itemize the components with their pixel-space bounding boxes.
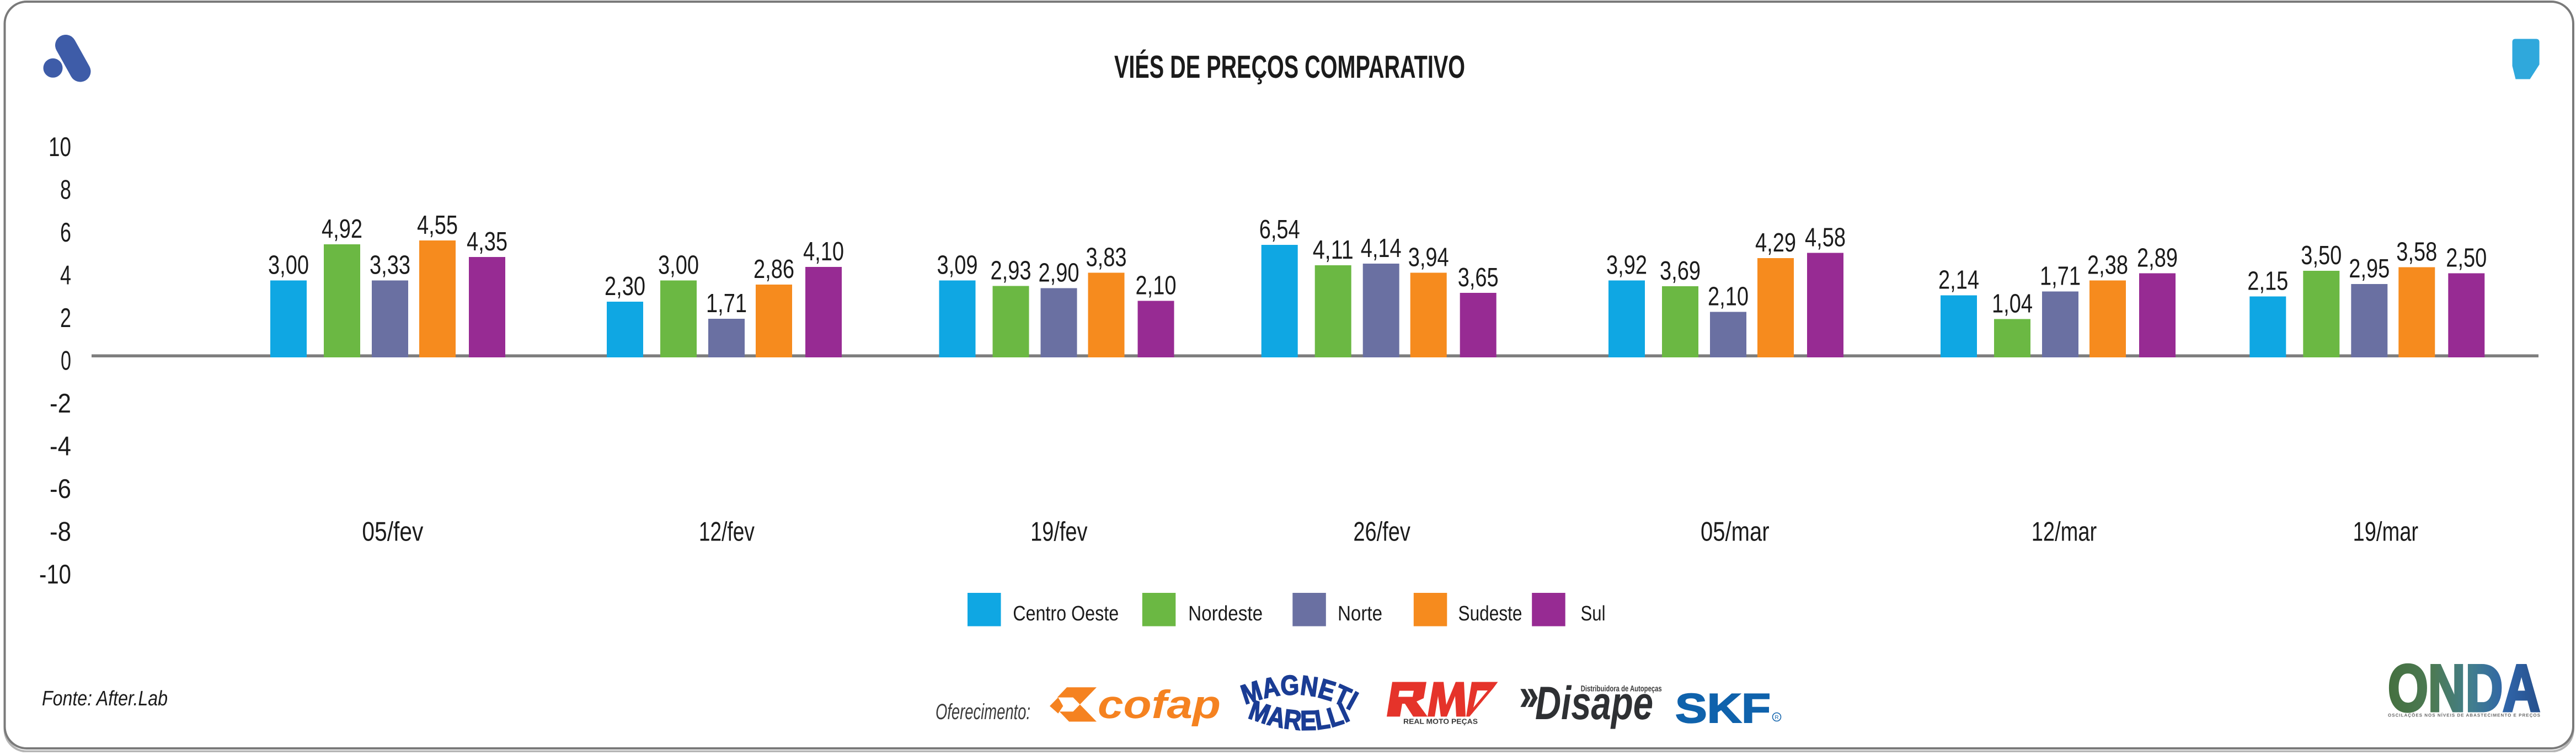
svg-text:2,10: 2,10 bbox=[1708, 282, 1749, 312]
svg-text:3,65: 3,65 bbox=[1458, 263, 1499, 292]
svg-text:2,86: 2,86 bbox=[753, 255, 794, 284]
svg-text:ONDA: ONDA bbox=[2388, 651, 2540, 725]
svg-text:2,90: 2,90 bbox=[1039, 259, 1079, 288]
svg-text:Sul: Sul bbox=[1581, 602, 1606, 625]
svg-text:cofap: cofap bbox=[1098, 683, 1221, 727]
svg-text:4,58: 4,58 bbox=[1805, 223, 1846, 253]
svg-text:4: 4 bbox=[60, 261, 71, 291]
svg-text:2: 2 bbox=[60, 303, 71, 333]
svg-text:R: R bbox=[1775, 715, 1778, 721]
svg-text:0: 0 bbox=[61, 346, 71, 376]
svg-text:Oferecimento:: Oferecimento: bbox=[936, 700, 1030, 724]
svg-text:2,38: 2,38 bbox=[2087, 251, 2128, 280]
svg-text:Norte: Norte bbox=[1338, 602, 1382, 625]
svg-text:Nordeste: Nordeste bbox=[1188, 602, 1263, 625]
svg-text:Fonte: After.Lab: Fonte: After.Lab bbox=[42, 687, 168, 710]
svg-text:3,09: 3,09 bbox=[937, 251, 978, 280]
svg-text:-10: -10 bbox=[39, 560, 71, 590]
svg-text:2,14: 2,14 bbox=[1938, 266, 1979, 295]
svg-text:-2: -2 bbox=[50, 389, 71, 419]
svg-text:1,71: 1,71 bbox=[2040, 262, 2081, 291]
svg-text:3,94: 3,94 bbox=[1408, 243, 1449, 272]
svg-text:19/fev: 19/fev bbox=[1030, 517, 1088, 547]
svg-text:12/fev: 12/fev bbox=[699, 517, 755, 547]
svg-text:3,50: 3,50 bbox=[2301, 241, 2342, 270]
svg-text:6,54: 6,54 bbox=[1259, 215, 1300, 244]
svg-text:2,95: 2,95 bbox=[2349, 254, 2390, 283]
svg-text:Centro Oeste: Centro Oeste bbox=[1013, 602, 1119, 625]
svg-text:6: 6 bbox=[60, 218, 71, 248]
svg-text:-4: -4 bbox=[50, 432, 71, 462]
svg-text:2,89: 2,89 bbox=[2137, 244, 2178, 273]
svg-text:SKF: SKF bbox=[1675, 685, 1771, 731]
svg-text:2,15: 2,15 bbox=[2247, 267, 2288, 296]
svg-text:3,69: 3,69 bbox=[1660, 256, 1701, 286]
svg-text:3,00: 3,00 bbox=[658, 251, 699, 280]
svg-text:8: 8 bbox=[60, 175, 71, 205]
svg-text:3,92: 3,92 bbox=[1606, 251, 1647, 280]
svg-text:4,14: 4,14 bbox=[1361, 234, 1402, 263]
svg-text:2,10: 2,10 bbox=[1136, 271, 1177, 301]
svg-text:10: 10 bbox=[49, 132, 71, 162]
svg-text:OSCILAÇÕES NOS NÍVEIS DE ABAST: OSCILAÇÕES NOS NÍVEIS DE ABASTECIMENTO E… bbox=[2388, 713, 2541, 718]
svg-text:-6: -6 bbox=[50, 474, 71, 504]
svg-text:19/mar: 19/mar bbox=[2353, 517, 2419, 547]
svg-text:4,29: 4,29 bbox=[1755, 228, 1796, 258]
svg-text:3,33: 3,33 bbox=[370, 251, 410, 280]
svg-text:4,55: 4,55 bbox=[417, 211, 458, 240]
svg-text:2,30: 2,30 bbox=[605, 272, 645, 301]
svg-text:4,92: 4,92 bbox=[322, 215, 362, 244]
svg-text:2,93: 2,93 bbox=[991, 256, 1032, 286]
svg-text:2,50: 2,50 bbox=[2446, 244, 2487, 273]
svg-text:4,10: 4,10 bbox=[803, 237, 844, 266]
svg-text:Disape: Disape bbox=[1535, 677, 1653, 730]
svg-text:1,04: 1,04 bbox=[1992, 290, 2033, 319]
svg-text:Sudeste: Sudeste bbox=[1458, 602, 1522, 625]
svg-text:05/fev: 05/fev bbox=[362, 517, 423, 547]
svg-text:26/fev: 26/fev bbox=[1353, 517, 1410, 547]
svg-text:VIÉS DE PREÇOS COMPARATIVO: VIÉS DE PREÇOS COMPARATIVO bbox=[1114, 49, 1465, 85]
svg-text:4,35: 4,35 bbox=[467, 227, 507, 256]
svg-text:Distribuidora de Autopeças: Distribuidora de Autopeças bbox=[1581, 684, 1662, 693]
svg-text:-8: -8 bbox=[50, 517, 71, 547]
svg-text:4,11: 4,11 bbox=[1313, 235, 1354, 265]
svg-text:05/mar: 05/mar bbox=[1701, 517, 1770, 547]
svg-text:3,00: 3,00 bbox=[268, 251, 309, 280]
svg-text:3,83: 3,83 bbox=[1086, 243, 1127, 272]
svg-text:1,71: 1,71 bbox=[706, 289, 747, 318]
svg-text:REAL MOTO PEÇAS: REAL MOTO PEÇAS bbox=[1403, 717, 1478, 726]
svg-text:12/mar: 12/mar bbox=[2032, 517, 2097, 547]
svg-text:3,58: 3,58 bbox=[2396, 238, 2437, 267]
